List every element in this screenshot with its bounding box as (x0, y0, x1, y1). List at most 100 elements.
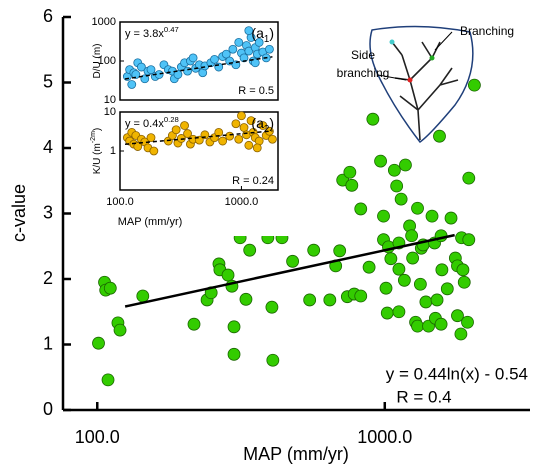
network-diagram: Branching Side branching (337, 24, 514, 144)
side-branch-node (407, 77, 413, 83)
data-point (354, 289, 368, 303)
data-point (366, 112, 380, 126)
data-point (180, 121, 189, 130)
data-point (451, 309, 464, 323)
data-point (405, 229, 419, 243)
data-point (239, 292, 253, 306)
main-plot: 0 1 2 3 4 5 6 100.0 1000.0 MAP (mm/yr) c-value y = … (9, 6, 530, 464)
data-point (430, 293, 444, 307)
y-axis-label-part: D/U (m) (92, 44, 103, 79)
y-tick-label: 10 (104, 106, 116, 118)
data-point (286, 254, 300, 268)
panel-label: (a2) (251, 115, 274, 135)
diagram-label: Side (351, 48, 375, 62)
data-point (394, 192, 408, 206)
data-point (239, 123, 249, 132)
fit-equation: y = 3.8x0.47 (125, 25, 179, 40)
data-point (425, 209, 439, 223)
fit-equation-part: y = 3.8x (125, 28, 164, 40)
data-point (379, 281, 393, 295)
panel-label-part: (a (251, 25, 264, 41)
catchment-outline (369, 25, 474, 144)
data-point (228, 44, 238, 54)
y-axis-label-part: -2m (90, 131, 97, 143)
trend-line (124, 130, 273, 145)
data-point (187, 317, 201, 331)
data-point (265, 44, 274, 54)
data-point (173, 70, 183, 79)
data-point (433, 129, 446, 143)
data-point (435, 263, 449, 277)
pointer (434, 31, 453, 51)
data-point (303, 293, 317, 307)
data-point (390, 179, 404, 193)
y-tick-label: 3 (43, 202, 53, 222)
panel-label-part: ) (269, 115, 274, 131)
data-point (133, 142, 143, 151)
data-point (237, 111, 246, 121)
y-axis-label-part: ) (92, 128, 103, 131)
data-point (244, 26, 254, 36)
data-point (377, 209, 390, 223)
tip-node (389, 39, 395, 45)
data-point (362, 260, 376, 274)
y-axis-label: D/U (m) (92, 44, 103, 79)
x-axis-label: MAP (mm/yr) (243, 444, 349, 464)
data-point (221, 49, 231, 59)
data-point (136, 289, 150, 303)
y-tick-label: 2 (43, 268, 53, 288)
data-point (227, 347, 241, 361)
data-point (92, 336, 105, 350)
data-point (419, 295, 433, 309)
data-point (183, 66, 192, 76)
data-point (250, 58, 260, 68)
data-point (333, 244, 347, 258)
diagram-label: Branching (460, 24, 514, 38)
fit-equation-part: 0.47 (164, 25, 179, 34)
y-tick-label: 10 (104, 94, 116, 106)
data-point (406, 251, 420, 265)
x-tick-label: 100.0 (106, 196, 134, 208)
fit-equation: y = 0.4x0.28 (125, 115, 179, 130)
data-point (323, 293, 337, 307)
x-tick-label: 100.0 (75, 427, 120, 447)
x-tick-label: 1000.0 (357, 427, 412, 447)
fit-equation: y = 0.44ln(x) - 0.54 (386, 364, 528, 383)
y-tick-label: 1000 (92, 16, 116, 28)
data-point (243, 243, 257, 257)
data-point (131, 70, 141, 79)
fit-r: R = 0.5 (238, 85, 274, 97)
data-point (171, 125, 181, 135)
panel-label-part: 1 (264, 34, 269, 45)
data-point (149, 146, 159, 156)
data-point (384, 252, 398, 266)
fit-r: R = 0.4 (396, 387, 451, 406)
data-point (411, 201, 424, 215)
y-axis-label-part: K/U (m (92, 143, 103, 174)
data-point (343, 165, 357, 179)
pointer (377, 74, 407, 81)
data-point (392, 305, 406, 319)
data-point (456, 263, 470, 277)
data-point (231, 60, 241, 70)
data-point (392, 262, 406, 276)
data-point (244, 140, 254, 150)
data-point (246, 116, 256, 126)
data-point (467, 78, 481, 92)
data-point (457, 275, 471, 289)
y-tick-label: 1 (43, 333, 53, 353)
data-point (146, 133, 156, 143)
diagram-label: branching (337, 66, 390, 80)
data-point (258, 121, 268, 130)
data-point (136, 62, 146, 72)
y-axis-label: K/U (m-2m) (90, 128, 102, 175)
data-point (462, 171, 476, 185)
data-point (218, 136, 228, 146)
data-point (227, 320, 241, 334)
data-point (231, 119, 241, 129)
data-point (101, 373, 115, 387)
data-point (188, 53, 198, 63)
data-point (221, 268, 235, 282)
